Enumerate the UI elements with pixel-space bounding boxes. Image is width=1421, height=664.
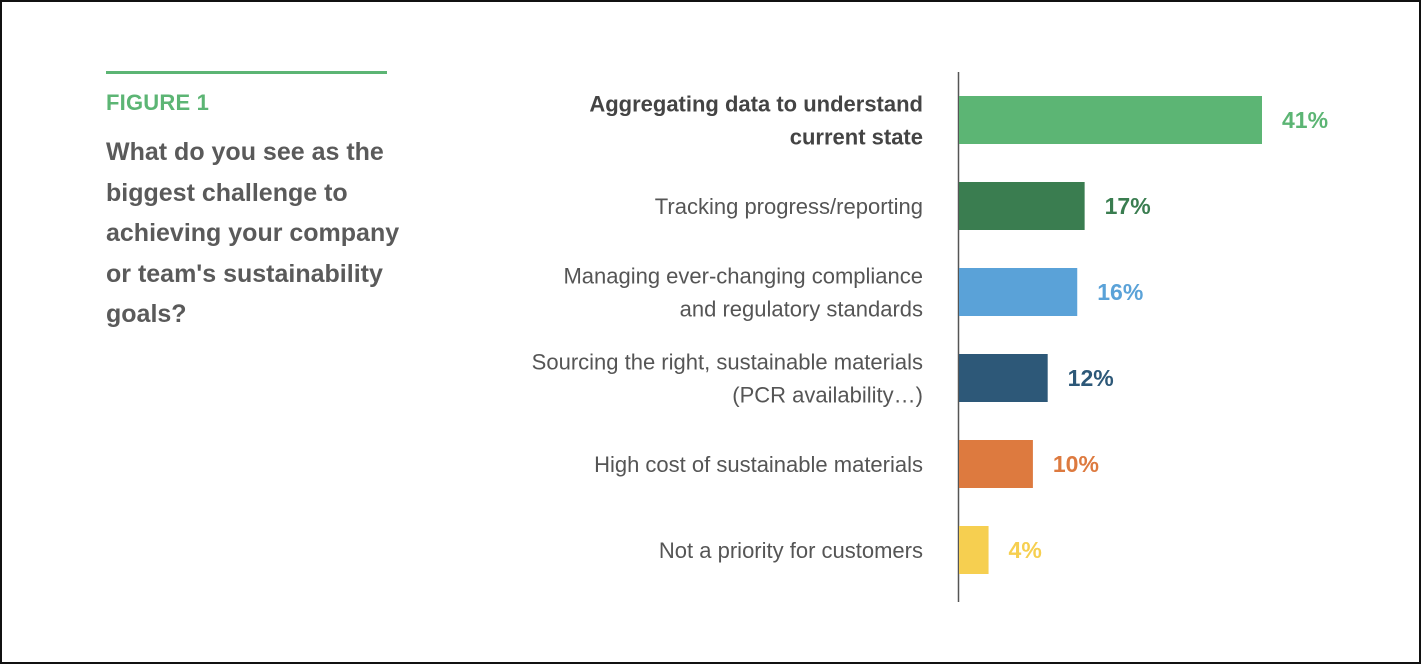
value-label-5: 10% xyxy=(1053,451,1099,477)
value-label-3: 16% xyxy=(1097,279,1143,305)
category-label-line: Not a priority for customers xyxy=(659,538,923,563)
category-label-line: Tracking progress/reporting xyxy=(655,194,923,219)
bar-4 xyxy=(959,354,1048,402)
category-label-5: High cost of sustainable materials xyxy=(594,452,923,477)
value-label-1: 41% xyxy=(1282,107,1328,133)
bar-1 xyxy=(959,96,1262,144)
bar-3 xyxy=(959,268,1078,316)
category-label-line: and regulatory standards xyxy=(680,297,923,322)
bar-2 xyxy=(959,182,1085,230)
figure-label: FIGURE 1 xyxy=(106,90,210,115)
category-label-line: Aggregating data to understand xyxy=(589,92,923,117)
category-label-line: (PCR availability…) xyxy=(732,383,923,408)
category-label-2: Tracking progress/reporting xyxy=(655,194,923,219)
category-label-line: Managing ever-changing compliance xyxy=(563,264,923,289)
category-label-6: Not a priority for customers xyxy=(659,538,923,563)
category-label-3: Managing ever-changing compliance and reg… xyxy=(563,264,923,322)
category-label-line: Sourcing the right, sustainable material… xyxy=(532,350,923,375)
figure-divider xyxy=(106,71,387,74)
category-label-line: High cost of sustainable materials xyxy=(594,452,923,477)
category-label-line: current state xyxy=(790,125,923,150)
value-label-4: 12% xyxy=(1068,365,1114,391)
figure-question: What do you see as the biggest challenge… xyxy=(106,138,400,328)
category-label-1: Aggregating data to understand current st… xyxy=(589,92,923,150)
bar-5 xyxy=(959,440,1033,488)
value-label-2: 17% xyxy=(1105,193,1151,219)
value-label-6: 4% xyxy=(1009,537,1042,563)
bar-6 xyxy=(959,526,989,574)
bars-group: 41% Aggregating data to understand current… xyxy=(532,92,1328,574)
category-label-4: Sourcing the right, sustainable material… xyxy=(532,350,923,408)
